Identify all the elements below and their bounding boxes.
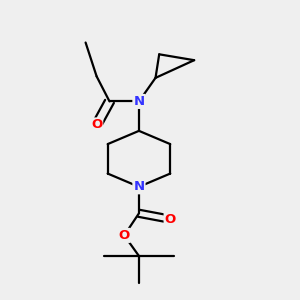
- Text: O: O: [118, 229, 130, 242]
- Text: O: O: [91, 118, 102, 131]
- Text: N: N: [134, 95, 145, 108]
- Text: O: O: [165, 213, 176, 226]
- Text: N: N: [134, 180, 145, 193]
